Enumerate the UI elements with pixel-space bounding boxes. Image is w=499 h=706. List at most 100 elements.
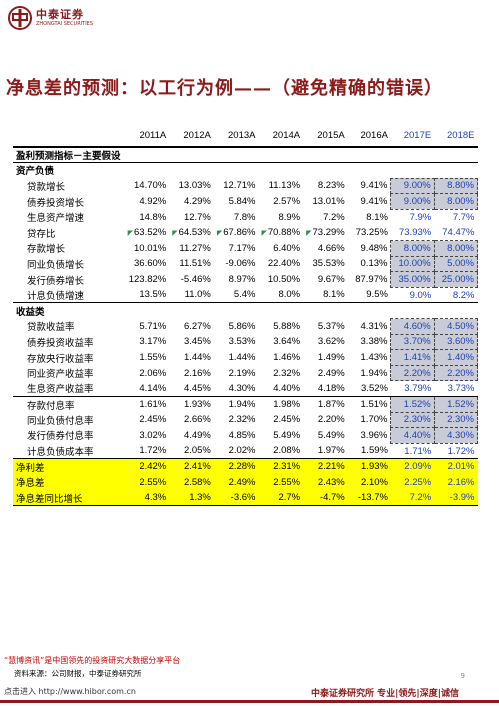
cell-value: 10.01%	[134, 242, 167, 254]
cell-value: 2.19%	[228, 367, 256, 379]
table-cell: 9.0%	[391, 287, 434, 303]
table-cell: 2.28%	[213, 458, 259, 475]
cell-value: 1.41%	[403, 352, 431, 364]
cell-value: 4.30%	[447, 429, 474, 441]
cell-value: 2.66%	[183, 414, 211, 426]
table-cell: 2.01%	[434, 458, 478, 475]
cell-value: 1.59%	[361, 445, 388, 457]
watermark-note: “慧博资讯”是中国领先的投资研究大数据分享平台	[4, 656, 181, 665]
cell-value: 1.43%	[360, 352, 388, 364]
table-cell: 1.46%	[259, 350, 304, 366]
table-cell: 1.44%	[214, 350, 259, 366]
forecast-table: 2011A 2012A 2013A 2014A 2015A 2016A 2017E 2018E…	[13, 125, 479, 507]
cell-value: 3.45%	[183, 336, 211, 348]
cell-value: 2.09%	[404, 461, 432, 473]
table-cell: 3.02%	[125, 428, 170, 444]
table-cell: 2.49%	[213, 474, 259, 491]
table-cell: 5.88%	[259, 319, 304, 335]
cell-value: 1.44%	[228, 352, 256, 364]
table-cell: 2.20%	[390, 364, 435, 382]
table-cell: 9.00%	[390, 177, 435, 195]
source-link[interactable]: 点击进入 http://www.hibor.com.cn	[4, 687, 136, 696]
cell-value: 5.88%	[273, 320, 301, 332]
cell-value: 73.29%	[312, 227, 345, 239]
table-cell: ◤64.53%	[169, 225, 214, 241]
cell-value: 7.17%	[228, 242, 256, 254]
row-label: 同业资产收益率	[27, 369, 94, 381]
table-cell: 2.55%	[258, 474, 304, 491]
section-label: 收益类	[13, 302, 478, 319]
row-label: 生息资产收益率	[27, 384, 94, 396]
cell-value: 10.00%	[398, 258, 431, 270]
table-cell: 4.30%	[214, 381, 259, 397]
table-cell: 1.61%	[124, 396, 170, 413]
section-label: 盈利预测指标－主要假设	[16, 151, 121, 163]
table-header-row: 2011A 2012A 2013A 2014A 2015A 2016A 2017E 2018E	[13, 125, 478, 148]
table-cell: 2.21%	[303, 458, 348, 475]
table-cell: 4.14%	[125, 381, 170, 397]
row-label: 同业负债增长	[27, 259, 85, 271]
table-cell: 5.4%	[214, 287, 259, 303]
cell-value: 4.18%	[317, 382, 345, 394]
table-cell: 1.93%	[347, 458, 391, 475]
cell-value: 2.20%	[447, 367, 474, 379]
cell-value: 4.49%	[183, 429, 211, 441]
table-cell: 4.3%	[124, 490, 170, 507]
table-cell: 4.92%	[125, 194, 170, 210]
column-header: 2018E	[434, 125, 478, 148]
table-cell: 7.2%	[390, 490, 435, 507]
cell-value: 13.01%	[312, 196, 345, 208]
section-row: 盈利预测指标－主要假设	[13, 147, 478, 163]
cell-value: 73.25%	[355, 227, 388, 239]
table-cell: 2.30%	[433, 411, 479, 429]
table-cell: 3.17%	[125, 334, 170, 350]
cell-value: 8.00%	[447, 242, 474, 254]
cell-value: 2.43%	[317, 476, 345, 488]
cell-value: 4.14%	[139, 382, 167, 394]
table-cell: 8.1%	[348, 209, 391, 225]
cell-value: 1.72%	[139, 445, 167, 457]
cell-value: 1.55%	[139, 352, 167, 364]
table-cell: 14.70%	[125, 178, 170, 194]
table-cell: 2.31%	[258, 458, 304, 475]
cell-value: 2.49%	[228, 476, 256, 488]
table-cell: 8.9%	[259, 209, 304, 225]
table-row: 同业资产收益率 2.06% 2.16% 2.19% 2.32% 2.49% 1.94% 2.2…	[13, 364, 479, 382]
table-cell: 1.98%	[258, 396, 304, 413]
table-cell: 4.45%	[169, 381, 214, 397]
table-cell: 1.59%	[348, 443, 391, 459]
table-cell: 8.97%	[214, 272, 259, 288]
table-row: 净息差同比增长 4.3% 1.3% -3.6% 2.7% -4.7% -13.7% 7.2% -…	[13, 490, 478, 507]
cell-value: 9.00%	[403, 180, 431, 192]
table-cell: 6.40%	[259, 241, 304, 257]
table-cell: 2.19%	[214, 365, 259, 381]
table-cell: 3.60%	[433, 333, 479, 351]
cell-value: 1.93%	[361, 461, 388, 473]
page-number: 9	[460, 672, 465, 680]
table-cell: 3.96%	[348, 428, 391, 444]
table-cell: 8.0%	[259, 287, 304, 303]
row-label: 生息资产增速	[27, 213, 85, 225]
table-cell: 5.71%	[125, 319, 170, 335]
table-row: 净息差 2.55% 2.58% 2.49% 2.55% 2.43% 2.10% 2.25% 2.…	[13, 474, 478, 491]
cell-value: 7.9%	[409, 211, 432, 223]
cell-value: 1.61%	[139, 399, 167, 411]
cell-value: -5.46%	[180, 274, 211, 286]
table-cell: 2.30%	[390, 411, 435, 429]
cell-value: 9.00%	[403, 196, 431, 208]
cell-value: 4.92%	[139, 196, 167, 208]
table-cell: -4.7%	[303, 490, 348, 507]
table-cell: 35.00%	[390, 271, 435, 288]
table-cell: 3.79%	[391, 381, 434, 397]
cell-value: 2.58%	[183, 476, 211, 488]
table-cell: 2.20%	[303, 412, 348, 428]
table-cell: 9.48%	[348, 241, 391, 257]
table-cell: 1.72%	[125, 443, 170, 459]
table-row: 贷款增长 14.70% 13.03% 12.71% 11.13% 8.23% 9.41% 9.…	[13, 177, 479, 195]
table-row: 存款付息率 1.61% 1.93% 1.94% 1.98% 1.87% 1.51% 1.52%…	[13, 396, 479, 413]
table-cell: 2.06%	[125, 365, 170, 381]
logo-en: ZHONGTAI SECURITIES	[36, 21, 94, 27]
table-cell: 11.0%	[169, 287, 214, 303]
comment-marker-icon: ◤	[261, 230, 267, 238]
table-cell: ◤67.86%	[214, 225, 259, 241]
